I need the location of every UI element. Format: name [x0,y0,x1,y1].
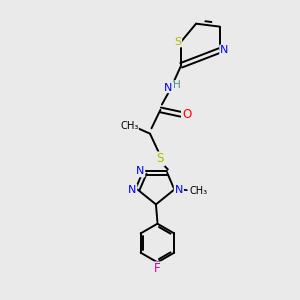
Text: N: N [136,167,144,176]
Text: S: S [174,37,181,46]
Text: N: N [128,184,136,194]
Text: N: N [164,82,172,93]
Text: CH₃: CH₃ [190,186,208,196]
Text: N: N [175,184,183,194]
Text: N: N [220,45,229,56]
Text: O: O [182,108,191,121]
Text: S: S [157,152,164,165]
Text: H: H [173,80,181,90]
Text: CH₃: CH₃ [120,121,138,131]
Text: F: F [154,262,161,275]
